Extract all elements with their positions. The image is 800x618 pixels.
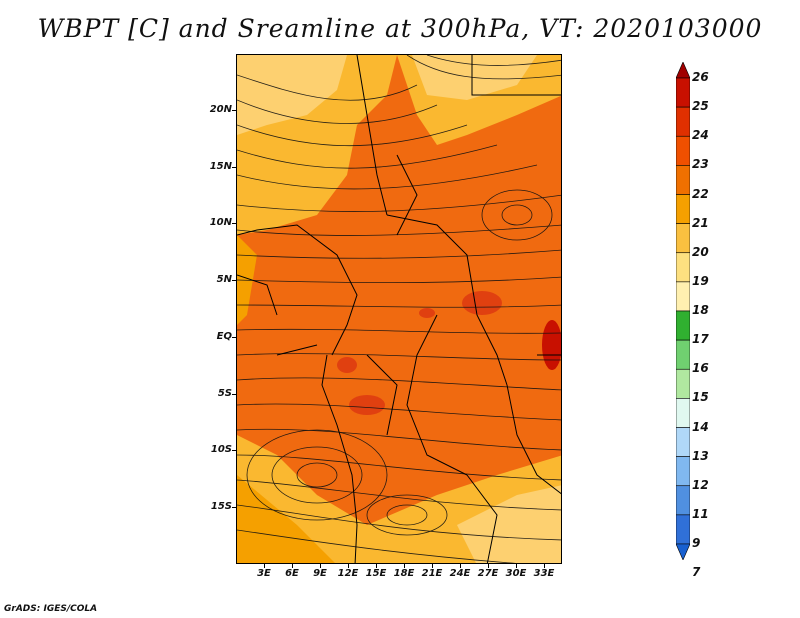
colorbar-segment [676, 514, 690, 545]
lon-label-18e: 18E [393, 568, 415, 579]
lon-tick [404, 564, 405, 568]
lat-label-10n: 10N [209, 217, 232, 228]
colorbar-label: 12 [692, 477, 709, 492]
lon-tick [460, 564, 461, 568]
colorbar-segment [676, 339, 690, 370]
colorbar-label: 11 [692, 506, 709, 521]
colorbar-label: 16 [692, 361, 709, 376]
lat-tick [232, 394, 236, 395]
footer-credit: GrADS: IGES/COLA [4, 604, 98, 614]
colorbar-label: 19 [692, 273, 709, 288]
colorbar-segment [676, 485, 690, 516]
colorbar-segment [676, 165, 690, 195]
lat-label-15s: 15S [210, 501, 232, 512]
lat-tick [232, 223, 236, 224]
colorbar-label: 22 [692, 186, 709, 201]
lon-tick [376, 564, 377, 568]
lat-tick [232, 167, 236, 168]
lon-label-33e: 33E [533, 568, 555, 579]
lat-tick [232, 337, 236, 338]
lat-label-20n: 20N [209, 104, 232, 115]
lat-tick [232, 110, 236, 111]
lon-tick [488, 564, 489, 568]
colorbar-segment [676, 135, 690, 166]
lon-label-15e: 15E [365, 568, 387, 579]
colorbar-label: 15 [692, 390, 709, 405]
colorbar [676, 62, 690, 560]
colorbar-segment [676, 368, 690, 399]
lat-tick [232, 280, 236, 281]
colorbar-label: 9 [692, 536, 701, 550]
colorbar-label: 13 [692, 448, 709, 463]
colorbar-label: 21 [692, 215, 709, 230]
colorbar-label: 14 [692, 419, 709, 434]
lon-tick [320, 564, 321, 568]
colorbar-segment [676, 398, 690, 428]
colorbar-top-arrow [676, 62, 690, 79]
lat-label-5n: 5N [216, 274, 232, 285]
lon-label-12e: 12E [337, 568, 359, 579]
lat-label-15n: 15N [209, 161, 232, 172]
colorbar-segment [676, 252, 690, 283]
map-panel [236, 54, 562, 564]
colorbar-label: 7 [692, 565, 701, 580]
colorbar-label: 24 [692, 128, 709, 143]
colorbar-label: 18 [692, 303, 709, 317]
colorbar-label: 17 [692, 332, 709, 347]
lon-tick [544, 564, 545, 568]
colorbar-label: 26 [692, 70, 709, 84]
lon-label-6e: 6E [285, 568, 299, 579]
lon-tick [432, 564, 433, 568]
lon-label-24e: 24E [449, 568, 471, 579]
colorbar-segment [676, 77, 690, 108]
colorbar-label: 25 [692, 99, 709, 114]
colorbar-segment [676, 281, 690, 312]
colorbar-segment [676, 456, 690, 487]
colorbar-segment [676, 427, 690, 457]
lon-tick [516, 564, 517, 568]
lon-label-30e: 30E [505, 568, 527, 579]
colorbar-segment [676, 310, 690, 341]
lat-label-eq: EQ [216, 331, 232, 342]
lon-tick [264, 564, 265, 568]
colorbar-label: 20 [692, 244, 709, 259]
lon-label-9e: 9E [313, 568, 327, 579]
lon-tick [348, 564, 349, 568]
lat-label-5s: 5S [217, 388, 232, 399]
map-field [237, 55, 561, 563]
colorbar-segment [676, 223, 690, 254]
lon-label-27e: 27E [477, 568, 499, 579]
lat-label-10s: 10S [210, 444, 232, 455]
lon-tick [292, 564, 293, 568]
lat-tick [232, 507, 236, 508]
colorbar-segment [676, 106, 690, 137]
colorbar-label: 23 [692, 157, 709, 172]
lat-tick [232, 450, 236, 451]
lon-label-3e: 3E [257, 568, 271, 579]
colorbar-bottom-arrow [676, 543, 690, 560]
lon-label-21e: 21E [421, 568, 443, 579]
map-title: WBPT [C] and Sreamline at 300hPa, VT: 20… [37, 14, 763, 43]
colorbar-segment [676, 194, 690, 224]
